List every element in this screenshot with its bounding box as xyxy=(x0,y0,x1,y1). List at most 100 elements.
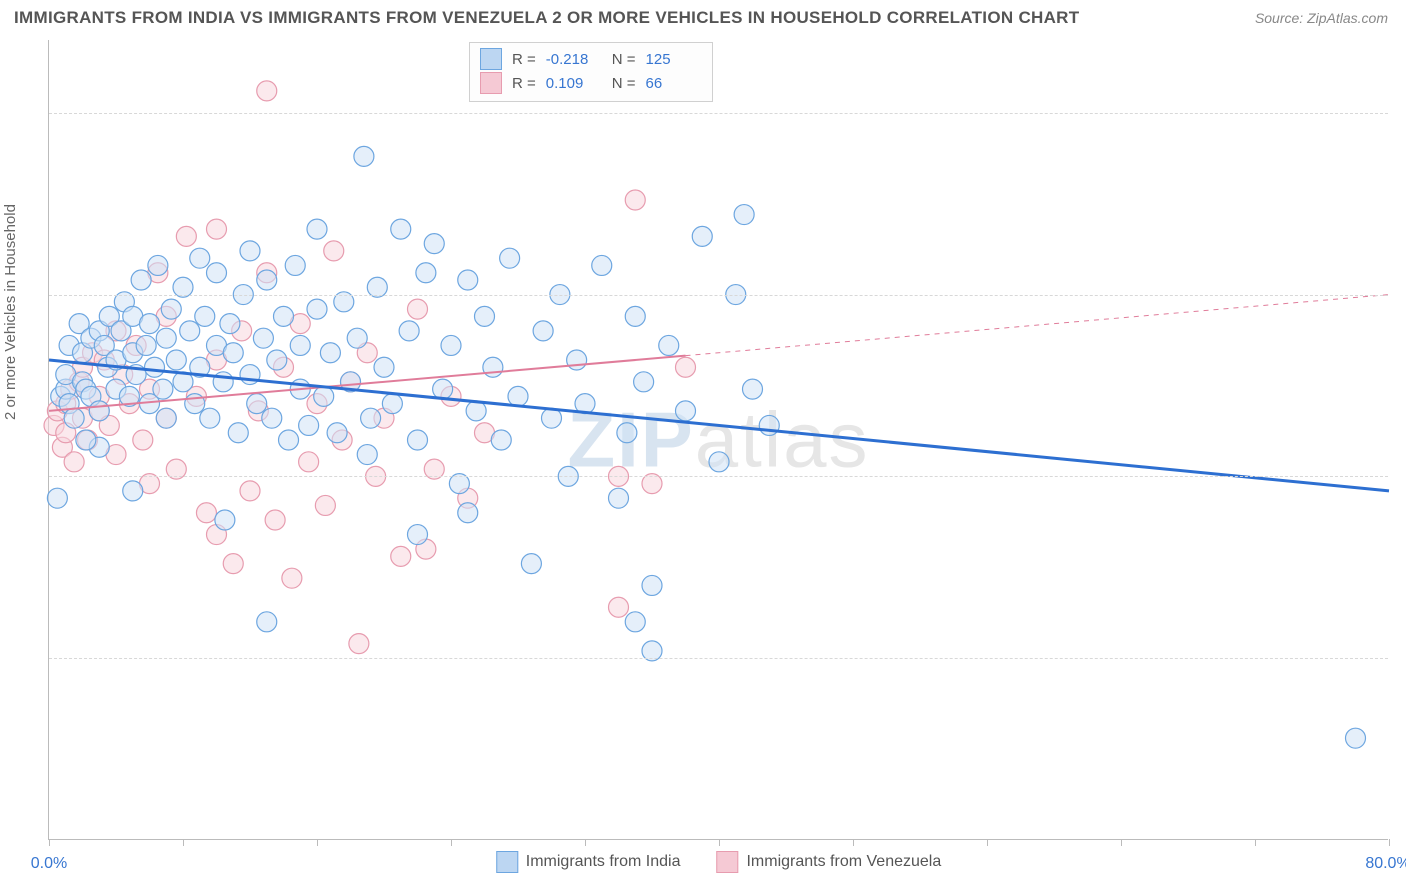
gridline xyxy=(49,295,1388,296)
data-point-india xyxy=(200,408,220,428)
stats-row-india: R = -0.218 N = 125 xyxy=(480,47,702,71)
data-point-india xyxy=(136,335,156,355)
data-point-india xyxy=(458,270,478,290)
chart-title: IMMIGRANTS FROM INDIA VS IMMIGRANTS FROM… xyxy=(14,8,1079,28)
data-point-india xyxy=(215,510,235,530)
data-point-india xyxy=(156,328,176,348)
data-point-venezuela xyxy=(223,554,243,574)
data-point-venezuela xyxy=(64,452,84,472)
data-point-india xyxy=(567,350,587,370)
stats-row-venezuela: R = 0.109 N = 66 xyxy=(480,71,702,95)
x-tick xyxy=(585,839,586,846)
data-point-india xyxy=(433,379,453,399)
data-point-india xyxy=(625,612,645,632)
y-tick-label: 100.0% xyxy=(1396,104,1406,122)
data-point-venezuela xyxy=(282,568,302,588)
source-attribution: Source: ZipAtlas.com xyxy=(1255,10,1388,26)
data-point-india xyxy=(47,488,67,508)
x-tick xyxy=(853,839,854,846)
data-point-india xyxy=(228,423,248,443)
data-point-india xyxy=(354,146,374,166)
data-point-venezuela xyxy=(265,510,285,530)
x-tick xyxy=(49,839,50,846)
data-point-india xyxy=(491,430,511,450)
data-point-india xyxy=(361,408,381,428)
x-axis-max: 80.0% xyxy=(1365,855,1406,873)
data-point-india xyxy=(290,335,310,355)
x-tick xyxy=(719,839,720,846)
data-point-india xyxy=(1346,728,1366,748)
x-tick xyxy=(1121,839,1122,846)
data-point-india xyxy=(279,430,299,450)
data-point-venezuela xyxy=(299,452,319,472)
data-point-india xyxy=(408,430,428,450)
y-axis-label: 2 or more Vehicles in Household xyxy=(2,204,19,420)
r-value-india: -0.218 xyxy=(546,51,602,68)
data-point-india xyxy=(500,248,520,268)
data-point-india xyxy=(391,219,411,239)
n-label: N = xyxy=(612,75,636,92)
data-point-india xyxy=(709,452,729,472)
data-point-india xyxy=(89,401,109,421)
y-tick-label: 50.0% xyxy=(1396,467,1406,485)
data-point-india xyxy=(240,241,260,261)
data-point-india xyxy=(131,270,151,290)
data-point-india xyxy=(327,423,347,443)
data-point-india xyxy=(416,263,436,283)
data-point-india xyxy=(220,314,240,334)
r-label: R = xyxy=(512,75,536,92)
data-point-venezuela xyxy=(176,226,196,246)
data-point-venezuela xyxy=(257,81,277,101)
data-point-venezuela xyxy=(133,430,153,450)
data-point-india xyxy=(508,386,528,406)
legend-label-venezuela: Immigrants from Venezuela xyxy=(746,853,941,871)
data-point-india xyxy=(153,379,173,399)
data-point-venezuela xyxy=(324,241,344,261)
data-point-india xyxy=(64,408,84,428)
data-point-india xyxy=(76,430,96,450)
data-point-india xyxy=(357,445,377,465)
data-point-venezuela xyxy=(625,190,645,210)
data-point-india xyxy=(195,306,215,326)
chart-svg xyxy=(49,40,1388,839)
data-point-india xyxy=(424,234,444,254)
data-point-india xyxy=(617,423,637,443)
data-point-venezuela xyxy=(240,481,260,501)
y-tick-label: 25.0% xyxy=(1396,649,1406,667)
data-point-india xyxy=(659,335,679,355)
data-point-venezuela xyxy=(196,503,216,523)
data-point-india xyxy=(475,306,495,326)
data-point-venezuela xyxy=(207,219,227,239)
legend-item-india: Immigrants from India xyxy=(496,851,681,873)
data-point-india xyxy=(625,306,645,326)
n-value-india: 125 xyxy=(646,51,702,68)
data-point-india xyxy=(190,248,210,268)
data-point-india xyxy=(307,219,327,239)
data-point-india xyxy=(180,321,200,341)
r-value-venezuela: 0.109 xyxy=(546,75,602,92)
data-point-india xyxy=(123,481,143,501)
legend-item-venezuela: Immigrants from Venezuela xyxy=(716,851,941,873)
data-point-venezuela xyxy=(676,357,696,377)
swatch-venezuela xyxy=(480,72,502,94)
data-point-india xyxy=(267,350,287,370)
regression-line-dashed xyxy=(686,295,1390,356)
data-point-india xyxy=(156,408,176,428)
x-tick xyxy=(183,839,184,846)
legend-label-india: Immigrants from India xyxy=(526,853,681,871)
swatch-india xyxy=(496,851,518,873)
data-point-india xyxy=(262,408,282,428)
data-point-india xyxy=(408,525,428,545)
data-point-india xyxy=(274,306,294,326)
data-point-india xyxy=(521,554,541,574)
data-point-venezuela xyxy=(349,634,369,654)
data-point-india xyxy=(399,321,419,341)
data-point-india xyxy=(257,270,277,290)
x-tick xyxy=(1255,839,1256,846)
plot-area: ZIPatlas R = -0.218 N = 125 R = 0.109 N … xyxy=(48,40,1388,840)
data-point-india xyxy=(140,314,160,334)
data-point-india xyxy=(320,343,340,363)
data-point-india xyxy=(374,357,394,377)
data-point-india xyxy=(692,226,712,246)
x-tick xyxy=(987,839,988,846)
